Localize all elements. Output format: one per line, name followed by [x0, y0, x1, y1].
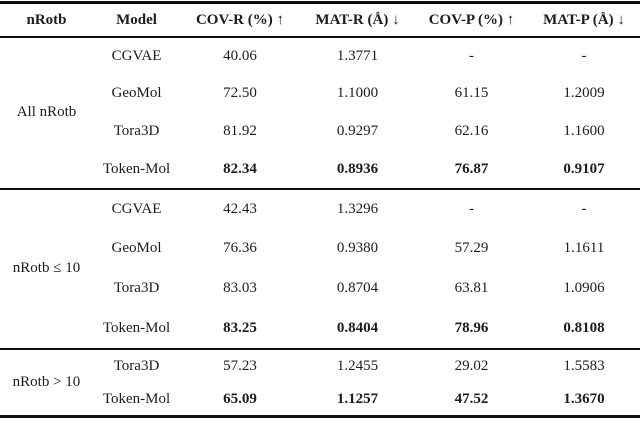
table-row-best: Token-Mol 65.09 1.1257 47.52 1.3670 [0, 383, 640, 417]
header-row: nRotb Model COV-R (%) ↑ MAT-R (Å) ↓ COV-… [0, 3, 640, 37]
results-table: nRotb Model COV-R (%) ↑ MAT-R (Å) ↓ COV-… [0, 1, 640, 418]
value-cell: 0.9380 [336, 240, 379, 257]
value-cell: 0.8404 [336, 319, 379, 336]
header-cell-nrotb: nRotb [26, 11, 67, 28]
value-cell: 1.1000 [336, 85, 379, 102]
value-cell: 1.0906 [563, 280, 605, 297]
model-cell: Tora3D [113, 357, 160, 374]
group-label-cell: nRotb > 10 [12, 374, 81, 390]
value-cell: 0.8704 [336, 280, 379, 297]
value-cell: 78.96 [454, 319, 489, 336]
value-cell: 76.36 [223, 240, 257, 257]
value-cell: 0.9297 [336, 123, 379, 140]
table-row-best: Token-Mol 82.34 0.8936 76.87 0.9107 [0, 151, 640, 189]
group-nrotb-gt-10: nRotb > 10 Tora3D 57.23 1.2455 29.02 1.5… [0, 349, 640, 417]
value-cell: 40.06 [223, 47, 257, 64]
value-cell: 83.03 [223, 280, 257, 297]
value-cell: 1.1611 [563, 240, 605, 257]
header-cell-cov-r: COV-R (%) ↑ [195, 11, 285, 28]
table-row: nRotb ≤ 10 CGVAE 42.43 1.3296 - - [0, 189, 640, 277]
value-cell: 1.5583 [563, 357, 605, 374]
value-cell: - [581, 47, 587, 64]
value-cell: - [469, 47, 474, 64]
model-cell: Token-Mol [102, 160, 171, 177]
group-all-nrotb: All nRotb CGVAE 40.06 1.3771 - - GeoMol … [0, 37, 640, 189]
value-cell: 1.3771 [336, 47, 379, 64]
table-row: GeoMol 76.36 0.9380 57.29 1.1611 [0, 229, 640, 269]
value-cell: 81.92 [223, 123, 257, 140]
model-cell: CGVAE [111, 200, 162, 217]
value-cell: - [581, 200, 587, 217]
model-cell: Token-Mol [102, 319, 171, 336]
model-cell: GeoMol [111, 85, 162, 102]
value-cell: 72.50 [223, 85, 257, 102]
value-cell: 76.87 [454, 160, 489, 177]
table-header: nRotb Model COV-R (%) ↑ MAT-R (Å) ↓ COV-… [0, 3, 640, 37]
value-cell: 1.1600 [563, 123, 605, 140]
table-row: nRotb > 10 Tora3D 57.23 1.2455 29.02 1.5… [0, 349, 640, 390]
table-row: Tora3D 83.03 0.8704 63.81 1.0906 [0, 269, 640, 309]
group-nrotb-le-10: nRotb ≤ 10 CGVAE 42.43 1.3296 - - GeoMol… [0, 189, 640, 349]
value-cell: 82.34 [223, 160, 257, 177]
value-cell: 1.1257 [336, 390, 379, 407]
value-cell: 29.02 [454, 357, 489, 374]
table-row-best: Token-Mol 83.25 0.8404 78.96 0.8108 [0, 309, 640, 349]
model-cell: CGVAE [111, 47, 162, 64]
value-cell: 42.43 [223, 200, 257, 217]
table-row: All nRotb CGVAE 40.06 1.3771 - - [0, 37, 640, 121]
value-cell: 1.2455 [336, 357, 379, 374]
value-cell: 1.3296 [336, 200, 379, 217]
value-cell: 62.16 [454, 123, 489, 140]
value-cell: 0.9107 [563, 160, 605, 177]
value-cell: 1.2009 [563, 85, 605, 102]
group-label-cell: nRotb ≤ 10 [12, 260, 81, 277]
value-cell: 57.29 [454, 240, 489, 257]
header-cell-mat-p: MAT-P (Å) ↓ [543, 11, 625, 28]
value-cell: 65.09 [223, 390, 257, 407]
value-cell: 63.81 [454, 280, 489, 297]
model-cell: Tora3D [113, 123, 160, 140]
value-cell: 47.52 [454, 390, 489, 407]
header-cell-cov-p: COV-P (%) ↑ [428, 11, 515, 28]
table-row: GeoMol 72.50 1.1000 61.15 1.2009 [0, 75, 640, 113]
value-cell: 83.25 [223, 319, 257, 336]
header-cell-model: Model [116, 11, 157, 28]
value-cell: 0.8108 [563, 319, 605, 336]
header-cell-mat-r: MAT-R (Å) ↓ [315, 11, 400, 28]
table-row: Tora3D 81.92 0.9297 62.16 1.1600 [0, 113, 640, 151]
value-cell: - [469, 200, 474, 217]
model-cell: Token-Mol [102, 390, 171, 407]
value-cell: 0.8936 [336, 160, 379, 177]
model-cell: Tora3D [113, 280, 160, 297]
value-cell: 57.23 [223, 357, 257, 374]
value-cell: 1.3670 [563, 390, 605, 407]
group-label-cell: All nRotb [16, 104, 77, 121]
model-cell: GeoMol [111, 240, 162, 257]
value-cell: 61.15 [454, 85, 489, 102]
